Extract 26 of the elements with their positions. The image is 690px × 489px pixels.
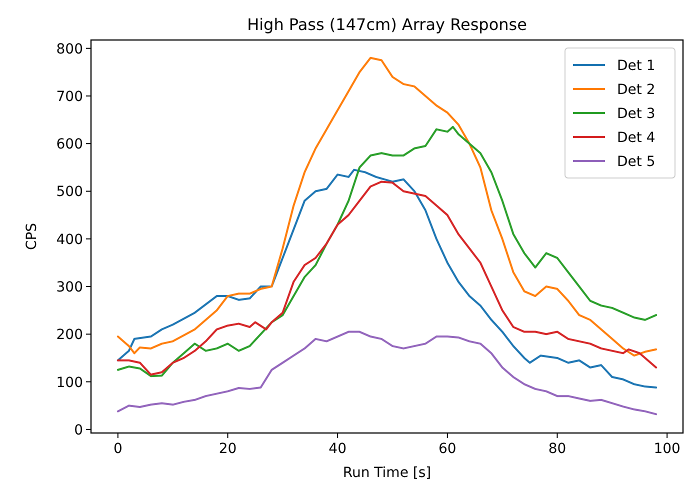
x-axis-title: Run Time [s]	[342, 465, 432, 481]
y-tick-label: 100	[56, 374, 83, 391]
legend-label: Det 1	[617, 58, 656, 74]
legend-label: Det 4	[617, 130, 656, 146]
y-tick-label: 700	[56, 88, 83, 105]
line-series	[116, 126, 658, 378]
legend-label: Det 5	[617, 154, 656, 170]
y-tick-label: 400	[56, 232, 83, 248]
legend-label: Det 2	[617, 82, 656, 98]
y-tick-label: 300	[56, 280, 83, 296]
y-axis-title: CPS	[24, 222, 40, 250]
chart-title: High Pass (147cm) Array Response	[247, 15, 527, 34]
line-series	[116, 330, 658, 416]
y-tick-label: 800	[56, 41, 83, 58]
x-tick-label: 80	[548, 441, 566, 457]
x-tick-label: 20	[218, 441, 237, 457]
y-tick-label: 0	[74, 422, 83, 438]
y-tick-label: 600	[56, 136, 83, 153]
x-tick-label: 0	[113, 441, 122, 457]
x-tick-label: 40	[328, 441, 346, 457]
x-tick-label: 60	[438, 441, 456, 457]
y-tick-label: 500	[56, 184, 83, 200]
y-tick-label: 200	[56, 327, 83, 344]
x-tick-label: 100	[654, 441, 680, 457]
legend-label: Det 3	[617, 106, 656, 122]
line-series	[116, 56, 658, 357]
